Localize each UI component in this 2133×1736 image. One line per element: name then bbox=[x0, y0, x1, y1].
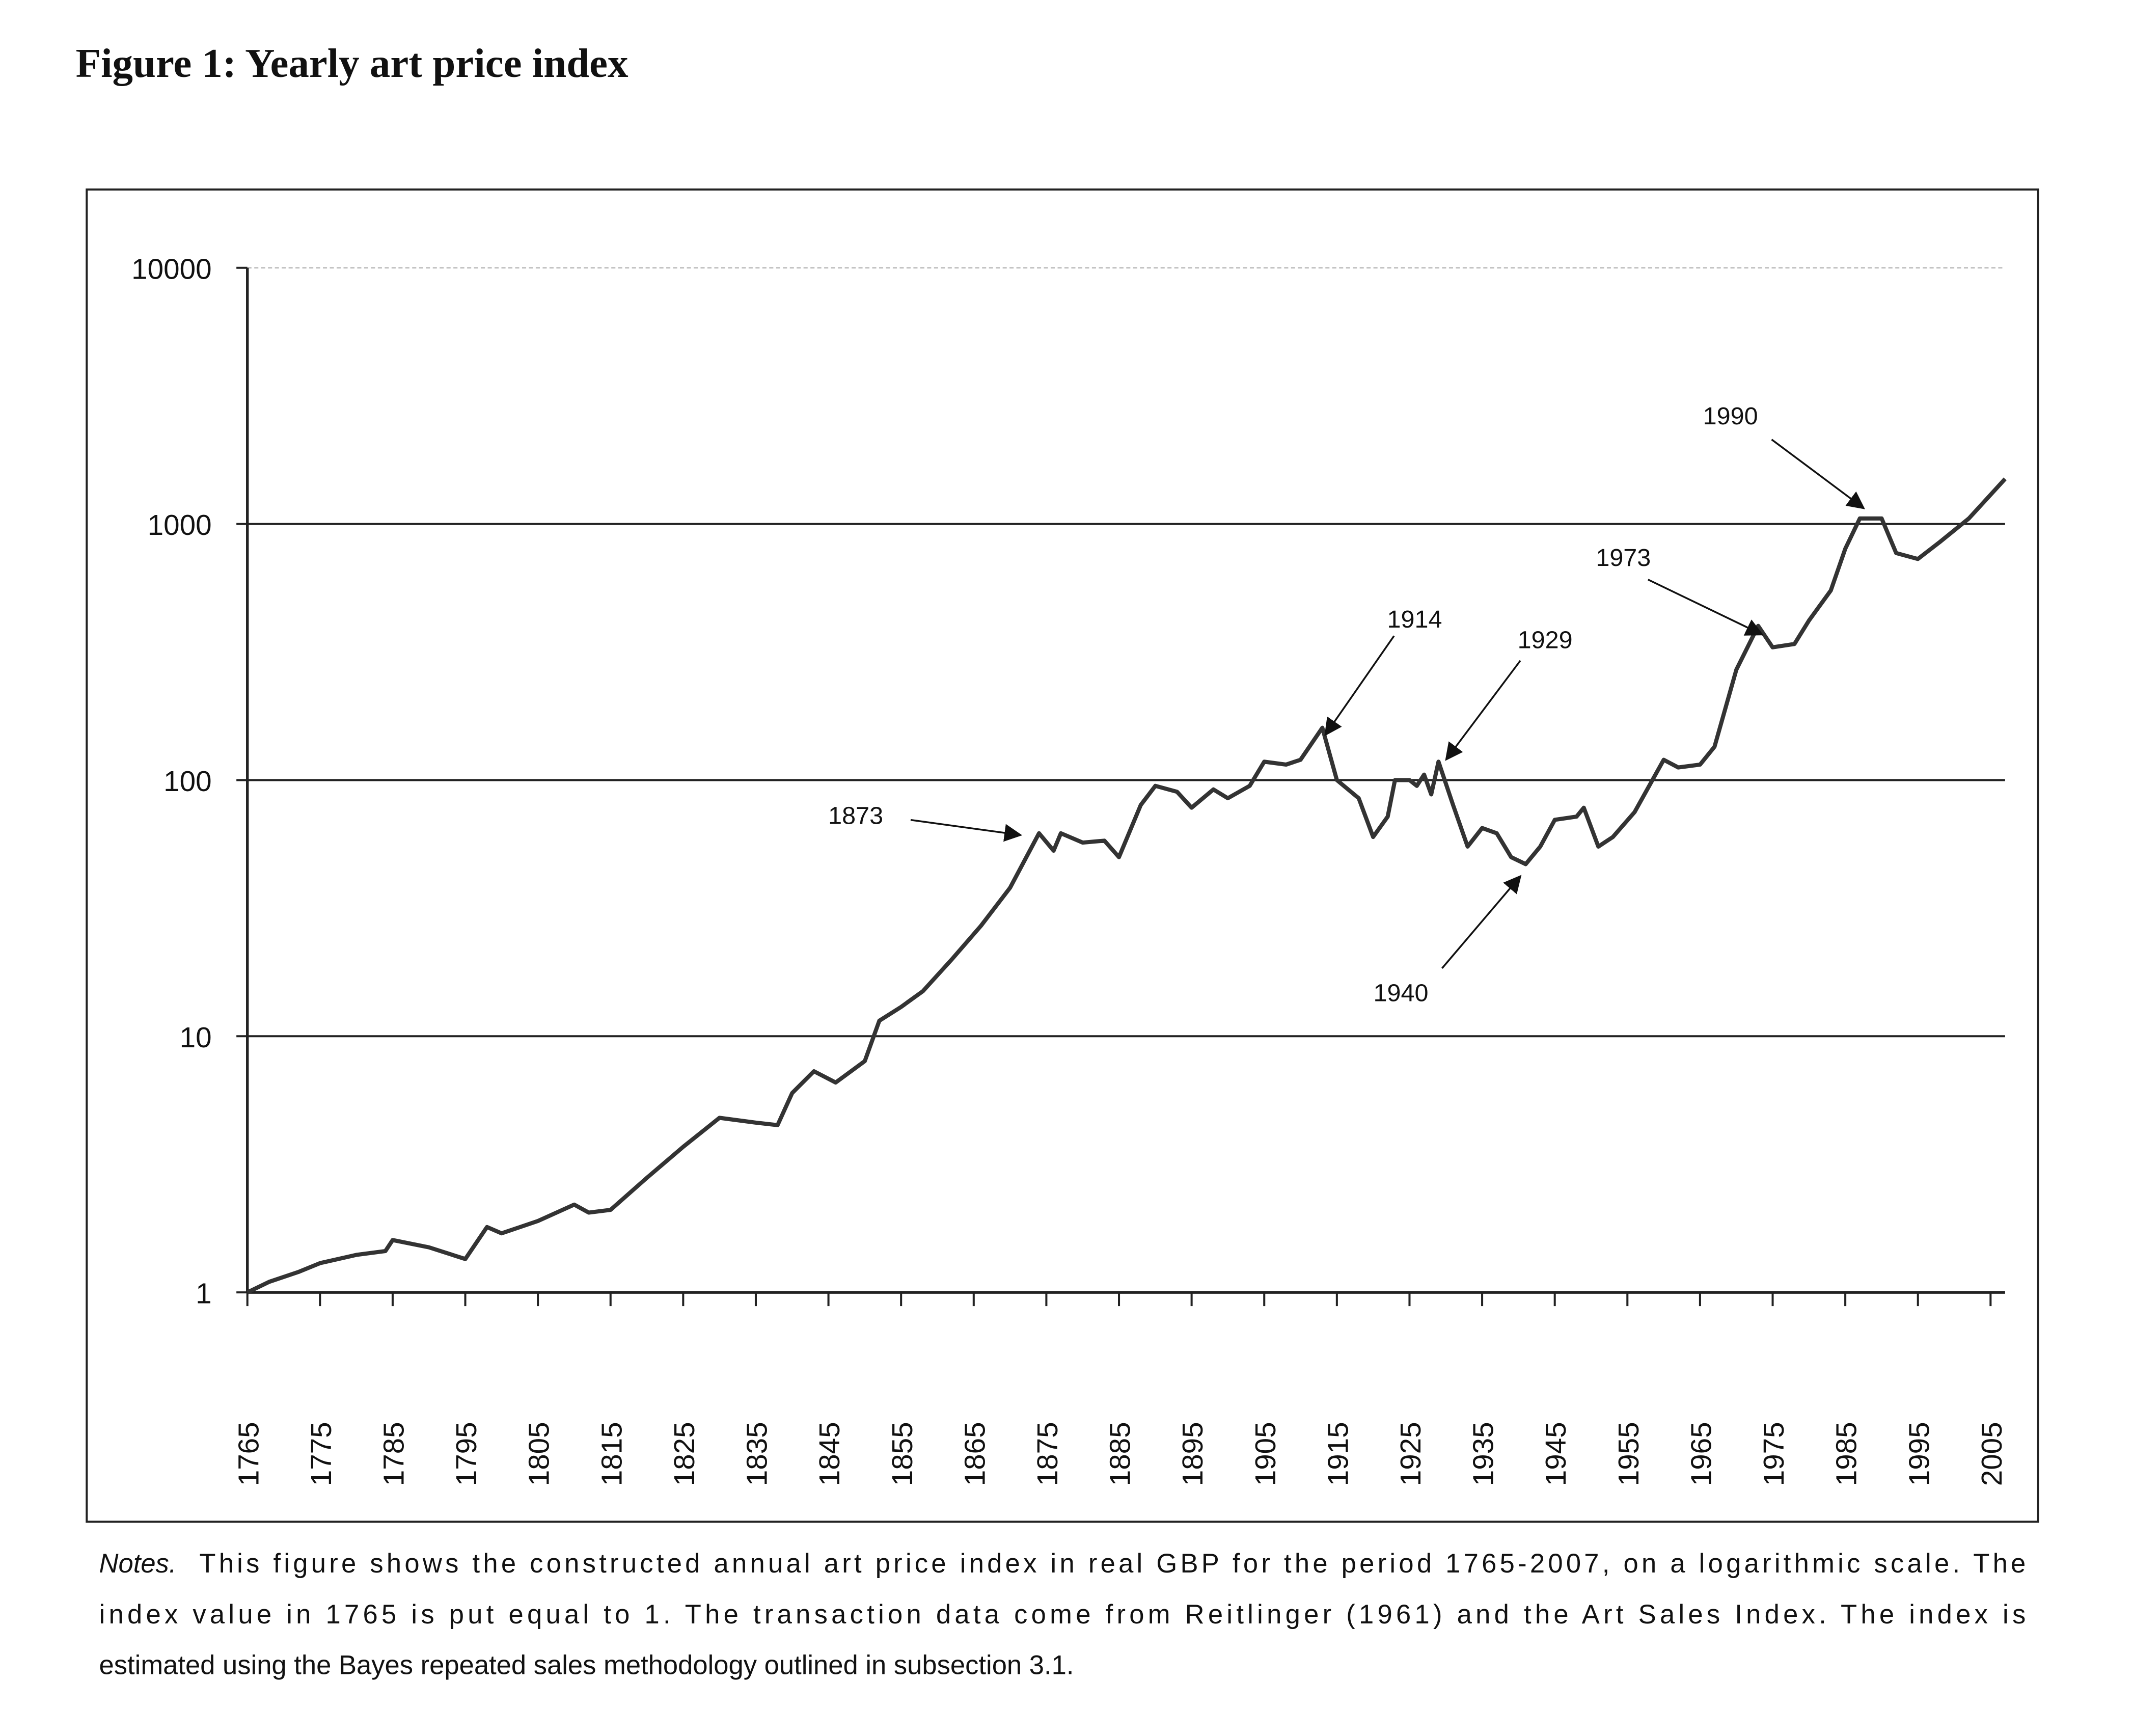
x-tick-label: 1845 bbox=[813, 1422, 845, 1486]
notes-line: index value in 1765 is put equal to 1. T… bbox=[99, 1599, 2026, 1630]
price-line bbox=[246, 477, 2007, 1294]
x-tick-label: 1825 bbox=[668, 1422, 700, 1486]
annotation-arrow bbox=[1441, 875, 1522, 969]
y-tick-label: 1000 bbox=[148, 509, 212, 541]
annotation: 1973 bbox=[1596, 544, 1651, 572]
y-tick-label: 10000 bbox=[131, 253, 211, 285]
x-tick-label: 1915 bbox=[1322, 1422, 1354, 1486]
x-tick-label: 2005 bbox=[1976, 1422, 2008, 1486]
annotation-arrow bbox=[1771, 439, 1865, 509]
x-tick-label: 1985 bbox=[1830, 1422, 1863, 1486]
x-tick-label: 1865 bbox=[959, 1422, 991, 1486]
annotation-arrow bbox=[1445, 660, 1521, 761]
x-tick-label: 1995 bbox=[1903, 1422, 1935, 1486]
x-tick-label: 1875 bbox=[1031, 1422, 1063, 1486]
annotation-arrow bbox=[910, 819, 1023, 842]
annotation: 1929 bbox=[1518, 627, 1573, 654]
x-tick-label: 1955 bbox=[1612, 1422, 1645, 1486]
annotation: 1914 bbox=[1387, 606, 1442, 633]
notes-line: This figure shows the constructed annual… bbox=[199, 1549, 2026, 1579]
x-tick-label: 1765 bbox=[232, 1422, 264, 1486]
x-tick-label: 1795 bbox=[450, 1422, 482, 1486]
x-tick-label: 1975 bbox=[1758, 1422, 1790, 1486]
x-tick-label: 1785 bbox=[378, 1422, 410, 1486]
x-tick-label: 1925 bbox=[1394, 1422, 1427, 1486]
annotation: 1940 bbox=[1374, 980, 1429, 1007]
annotation-arrow bbox=[1648, 579, 1764, 636]
y-tick-label: 1 bbox=[196, 1278, 211, 1310]
x-tick-label: 1905 bbox=[1249, 1422, 1281, 1486]
frame bbox=[86, 188, 2039, 1523]
x-tick-label: 1935 bbox=[1467, 1422, 1499, 1486]
x-tick-label: 1895 bbox=[1177, 1422, 1209, 1486]
x-tick-label: 1775 bbox=[305, 1422, 337, 1486]
x-tick-label: 1805 bbox=[523, 1422, 555, 1486]
x-tick-label: 1965 bbox=[1685, 1422, 1717, 1486]
x-tick-label: 1855 bbox=[886, 1422, 918, 1486]
y-tick-label: 100 bbox=[163, 765, 211, 797]
y-tick-label: 10 bbox=[180, 1021, 212, 1053]
notes-label: Notes. bbox=[99, 1549, 177, 1579]
x-tick-label: 1885 bbox=[1104, 1422, 1136, 1486]
annotation: 1990 bbox=[1703, 402, 1758, 430]
x-tick-label: 1835 bbox=[741, 1422, 773, 1486]
notes-line: estimated using the Bayes repeated sales… bbox=[99, 1650, 1074, 1680]
annotation: 1873 bbox=[828, 802, 883, 830]
chart-title: Figure 1: Yearly art price index bbox=[76, 41, 628, 86]
x-tick-label: 1945 bbox=[1540, 1422, 1572, 1486]
x-tick-label: 1815 bbox=[595, 1422, 627, 1486]
annotation-arrow bbox=[1324, 635, 1395, 737]
